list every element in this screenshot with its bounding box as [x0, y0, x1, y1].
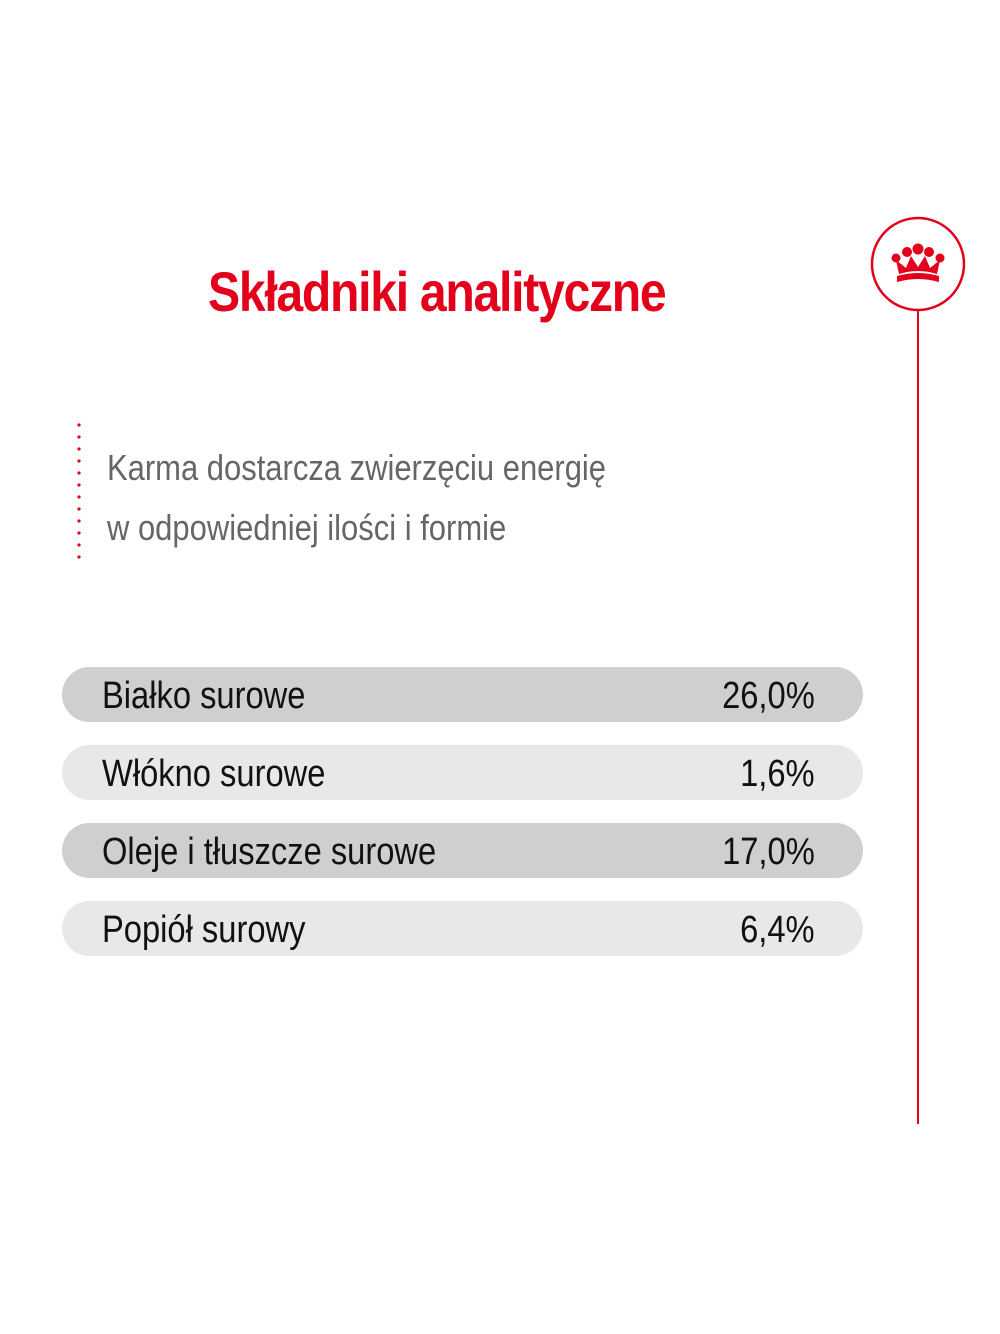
table-row: Białko surowe 26,0% — [62, 667, 863, 722]
vertical-red-line — [917, 310, 919, 1124]
divider-dot — [77, 471, 81, 475]
divider-dot — [77, 459, 81, 463]
nutrient-value: 6,4% — [740, 909, 815, 951]
subtitle-line-1: Karma dostarcza zwierzęciu energię — [107, 447, 607, 488]
nutrient-label: Włókno surowe — [102, 753, 326, 795]
nutrient-label: Oleje i tłuszcze surowe — [102, 831, 437, 873]
divider-dot — [77, 555, 81, 559]
nutrient-label: Popiół surowy — [102, 909, 306, 951]
nutrient-label: Białko surowe — [102, 675, 306, 717]
page-title: Składniki analityczne — [208, 260, 667, 323]
divider-dot — [77, 531, 81, 535]
subtitle-line-2: w odpowiedniej ilości i formie — [107, 507, 507, 548]
table-row: Popiół surowy 6,4% — [62, 901, 863, 956]
nutrient-value: 1,6% — [740, 753, 815, 795]
divider-dot — [77, 447, 81, 451]
divider-dot — [77, 543, 81, 547]
divider-dot — [77, 423, 81, 427]
crown-icon — [870, 216, 966, 312]
nutrient-value: 26,0% — [722, 675, 815, 717]
dotted-divider — [77, 423, 81, 559]
nutrient-value: 17,0% — [722, 831, 815, 873]
table-row: Oleje i tłuszcze surowe 17,0% — [62, 823, 863, 878]
divider-dot — [77, 507, 81, 511]
divider-dot — [77, 483, 81, 487]
divider-dot — [77, 519, 81, 523]
nutrient-table: Białko surowe 26,0% Włókno surowe 1,6% O… — [62, 667, 863, 979]
table-row: Włókno surowe 1,6% — [62, 745, 863, 800]
subtitle: Karma dostarcza zwierzęciu energię w odp… — [107, 438, 709, 558]
divider-dot — [77, 495, 81, 499]
divider-dot — [77, 435, 81, 439]
